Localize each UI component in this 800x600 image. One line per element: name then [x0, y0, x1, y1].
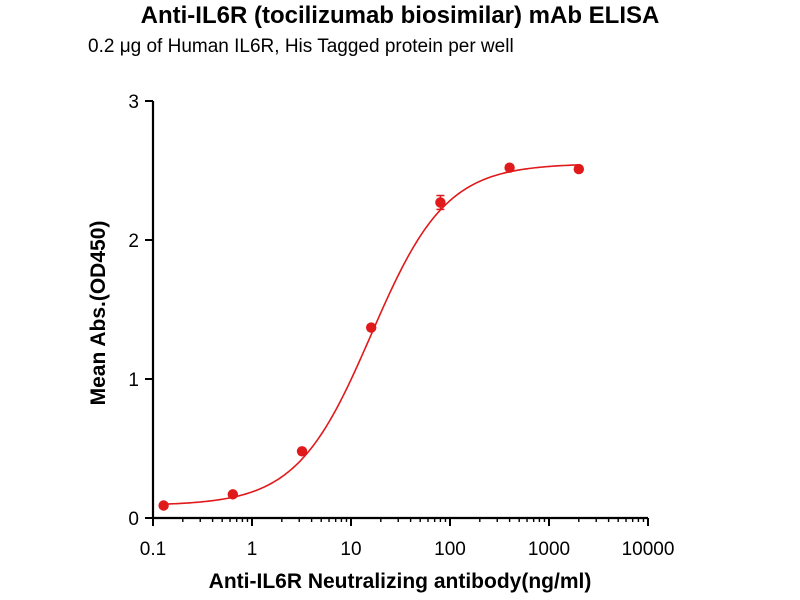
chart-title: Anti-IL6R (tocilizumab biosimilar) mAb E… — [140, 2, 660, 29]
tick-marks — [145, 100, 649, 526]
x-tick-label: 100 — [434, 539, 466, 560]
data-point — [435, 197, 446, 208]
axes — [151, 101, 648, 520]
data-point — [504, 162, 515, 173]
data-point — [227, 489, 239, 500]
x-tick-label: 10000 — [622, 539, 675, 560]
data-points — [158, 162, 585, 511]
x-tick-label: 0.1 — [140, 539, 166, 560]
x-tick-label: 1000 — [528, 539, 570, 560]
x-tick-label: 10 — [340, 539, 361, 560]
y-tick-label: 2 — [128, 231, 139, 252]
y-tick-label: 3 — [128, 92, 139, 113]
y-tick-label: 1 — [128, 370, 139, 391]
fit-curve — [163, 164, 579, 505]
data-point — [158, 500, 169, 511]
y-tick-label: 0 — [128, 509, 139, 530]
tick-labels: 0 1 2 3 0.1 1 10 100 1000 10000 — [128, 92, 674, 560]
data-point — [573, 163, 585, 175]
y-axis-label: Mean Abs.(OD450) — [87, 220, 110, 406]
x-tick-label: 1 — [247, 539, 258, 560]
chart-subtitle: 0.2 μg of Human IL6R, His Tagged protein… — [88, 36, 514, 57]
data-point — [366, 322, 377, 333]
data-point — [296, 446, 308, 457]
fit-curve-group — [163, 164, 579, 505]
x-axis-label: Anti-IL6R Neutralizing antibody(ng/ml) — [208, 570, 592, 593]
